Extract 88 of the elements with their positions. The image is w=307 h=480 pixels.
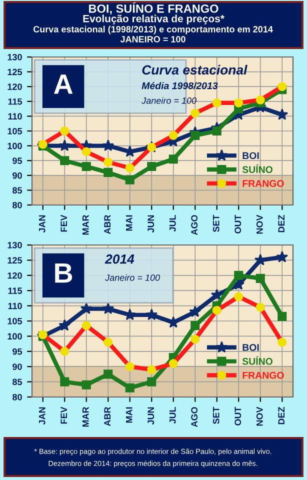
x-tick-label: FEV [60, 214, 67, 232]
annotation: B [55, 263, 72, 283]
y-tick-label: 110 [8, 302, 22, 310]
point [147, 162, 156, 172]
text: JANEIRO = 100 [120, 36, 186, 42]
point [256, 274, 265, 283]
point [102, 140, 114, 151]
x-tick-label: DEZ [278, 214, 284, 232]
y-tick-label: 105 [8, 318, 22, 324]
y-tick-label: 85 [12, 187, 22, 194]
chart-subtitle: Evolução relativa de preços* [83, 14, 224, 24]
x-tick-label: JAN [39, 215, 46, 233]
y-tick-label: 110 [8, 113, 22, 120]
y-tick-label: 100 [8, 142, 22, 150]
x-tick-label: MAR [82, 406, 89, 427]
y-tick-label: 90 [12, 172, 22, 179]
y-tick-label: 95 [12, 158, 22, 164]
y-tick-label: 105 [8, 128, 22, 134]
legend-label: SUÍNO [242, 164, 273, 174]
x-tick-label: ABR [104, 406, 110, 426]
chart-title: BOI, SUÍNO E FRANGO [89, 2, 218, 15]
x-tick-label: OUT [234, 214, 242, 234]
y-tick-label: 85 [12, 378, 22, 386]
y-tick-label: 80 [12, 394, 22, 400]
point [80, 302, 92, 314]
point [60, 377, 70, 386]
x-tick-label: NOV [256, 406, 263, 426]
text: Curva estacional (1998/2013) e comportamento em 2014 [33, 26, 273, 34]
y-tick-label: 125 [8, 68, 22, 76]
legend-label: FRANGO [242, 372, 284, 379]
point [58, 319, 71, 331]
x-tick-label: JAN [39, 407, 46, 425]
point [189, 306, 202, 318]
x-tick-label: MAI [126, 215, 132, 231]
legend-label: SUÍNO [242, 356, 273, 365]
x-tick-label: SET [212, 406, 220, 424]
point [234, 270, 244, 280]
legend-label: BOI [242, 344, 259, 351]
y-tick-label: 95 [12, 348, 22, 355]
point [102, 302, 114, 314]
y-tick-label: 120 [8, 84, 22, 90]
point [147, 377, 156, 386]
legend-label: BOI [242, 152, 259, 160]
y-tick-label: 80 [12, 202, 22, 208]
y-tick-label: 130 [8, 54, 22, 60]
legend-label: FRANGO [242, 180, 284, 187]
y-tick-label: 100 [8, 333, 22, 340]
annotation: Janeiro = 100 [142, 97, 197, 104]
y-tick-label: 115 [8, 288, 22, 294]
point [212, 126, 222, 136]
annotation: 2014 [104, 254, 134, 264]
x-tick-label: DEZ [278, 406, 284, 424]
point [190, 321, 200, 330]
y-tick-label: 130 [8, 242, 22, 248]
point [104, 168, 113, 177]
x-tick-label: JUL [170, 215, 176, 232]
annotation: Curva estacional [142, 64, 248, 75]
point [58, 140, 71, 151]
x-tick-label: ABR [104, 214, 110, 234]
x-tick-label: JUL [170, 407, 176, 424]
point [168, 154, 178, 164]
point [276, 250, 288, 262]
x-tick-label: MAI [126, 407, 132, 423]
point [82, 380, 91, 390]
x-tick-label: MAR [82, 214, 89, 235]
point [190, 130, 200, 140]
annotation: Janeiro = 100 [105, 274, 160, 281]
point [278, 312, 287, 321]
y-tick-label: 90 [12, 364, 22, 370]
x-tick-label: SET [212, 214, 220, 232]
x-tick-label: NOV [256, 214, 263, 234]
x-tick-label: AGO [191, 215, 198, 236]
y-tick-label: 125 [8, 257, 22, 264]
y-tick-label: 120 [8, 272, 22, 279]
annotation: A [54, 74, 73, 94]
x-tick-label: AGO [191, 407, 198, 428]
annotation: Média 1998/2013 [142, 82, 218, 90]
x-tick-label: JUN [148, 215, 154, 233]
point [104, 370, 113, 379]
y-tick-label: 115 [8, 98, 22, 105]
x-tick-label: OUT [234, 406, 242, 426]
x-tick-label: FEV [60, 406, 67, 424]
point [125, 175, 134, 184]
x-tick-label: JUN [148, 407, 154, 425]
point [82, 162, 91, 172]
point [146, 308, 158, 320]
point [125, 383, 134, 392]
point [60, 156, 70, 166]
